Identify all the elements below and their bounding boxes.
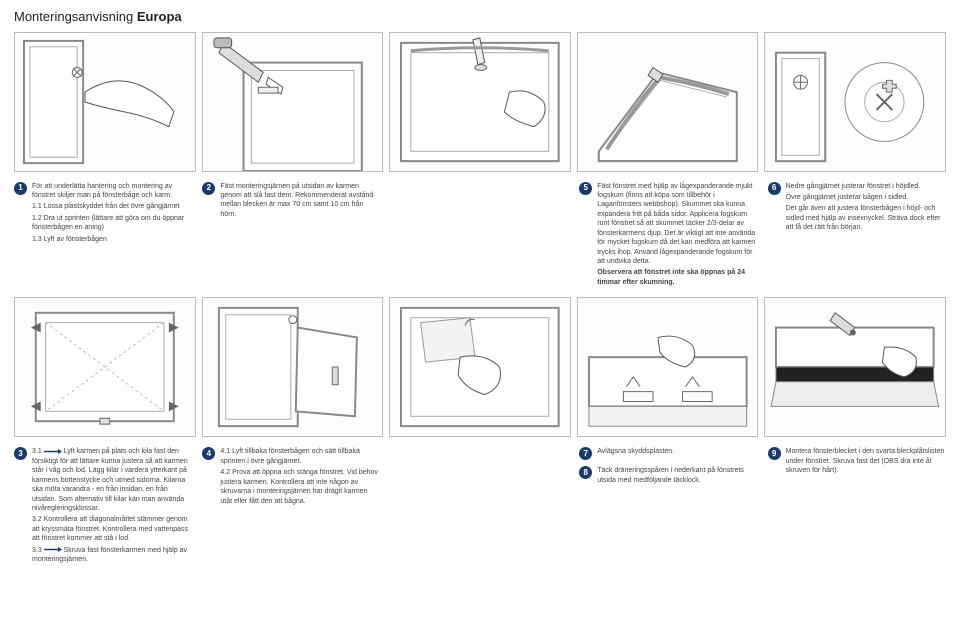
text-row-2: 3 3.1 Lyft karmen på plats och kila fast…	[0, 443, 960, 574]
badge-2: 2	[202, 182, 215, 195]
s6-l1: Övre gångjärnet justerar bågen i sidled.	[786, 193, 946, 202]
badge-3: 3	[14, 447, 27, 460]
step-9: 9 Montera fönsterblecket i den svarta bl…	[768, 447, 946, 477]
s2-l0: Fäst monteringsjärnen på utsidan av karm…	[220, 182, 380, 220]
s5-l0: Fäst fönstret med hjälp av lågexpanderan…	[597, 182, 757, 267]
s1-l1: 1.1 Lossa plastskyddet från det övre gån…	[32, 202, 192, 211]
step-7: 7 Avlägsna skyddsplasten.	[579, 447, 674, 460]
step-3-text: 3.1 Lyft karmen på plats och kila fast d…	[32, 447, 192, 566]
step-3: 3 3.1 Lyft karmen på plats och kila fast…	[14, 447, 192, 566]
s8-l0: Täck dräneringsspåren i nederkant på fön…	[597, 466, 757, 485]
step-4: 4 4.1 Lyft tillbaka fönsterbågen och sät…	[202, 447, 380, 508]
step-8-text: Täck dräneringsspåren i nederkant på fön…	[597, 466, 757, 487]
illus-1	[14, 32, 196, 172]
s1-l2: 1.2 Dra ut sprinten (lättare att göra om…	[32, 214, 192, 233]
s6-l0: Nedre gångjärnet justerar fönstret i höj…	[786, 182, 946, 191]
illus-4	[202, 297, 384, 437]
s5-obs: Observera att fönstret inte ska öppnas p…	[597, 268, 757, 287]
s4-l1: 4.2 Prova att öppna och stänga fönstret.…	[220, 468, 380, 506]
step-5: 5 Fäst fönstret med hjälp av lågexpander…	[579, 182, 757, 290]
step-7-text: Avlägsna skyddsplasten.	[597, 447, 674, 458]
badge-6: 6	[768, 182, 781, 195]
illus-7	[389, 297, 571, 437]
step-7-8: 7 Avlägsna skyddsplasten. 8 Täck dräneri…	[579, 447, 757, 487]
step-5-text: Fäst fönstret med hjälp av lågexpanderan…	[597, 182, 757, 290]
badge-5: 5	[579, 182, 592, 195]
s1-l3: 1.3 Lyft av fönsterbågen	[32, 235, 192, 244]
badge-7: 7	[579, 447, 592, 460]
step-1-text: För att underlätta hantering och monteri…	[32, 182, 192, 247]
badge-8: 8	[579, 466, 592, 479]
badge-4: 4	[202, 447, 215, 460]
illustration-row-2	[0, 297, 960, 443]
s7-l0: Avlägsna skyddsplasten.	[597, 447, 674, 456]
step-6-text: Nedre gångjärnet justerar fönstret i höj…	[786, 182, 946, 235]
step-1: 1 För att underlätta hantering och monte…	[14, 182, 192, 247]
s3-a1-text: Lyft karmen på plats och kila fast den f…	[32, 448, 188, 512]
title-bold: Europa	[137, 9, 182, 24]
page-title: Monteringsanvisning Europa	[0, 0, 960, 32]
badge-1: 1	[14, 182, 27, 195]
step-2: 2 Fäst monteringsjärnen på utsidan av ka…	[202, 182, 380, 222]
badge-9: 9	[768, 447, 781, 460]
s3-a1-prefix: 3.1	[32, 448, 42, 455]
s6-l2: Det går även att justera fönsterbågen i …	[786, 204, 946, 232]
s3-a2-prefix: 3.3	[32, 547, 42, 554]
text-row-1: 1 För att underlätta hantering och monte…	[0, 178, 960, 298]
illustration-row-1	[0, 32, 960, 178]
step-4-text: 4.1 Lyft tillbaka fönsterbågen och sätt …	[220, 447, 380, 508]
s1-l0: För att underlätta hantering och monteri…	[32, 182, 192, 201]
s9-l0: Montera fönsterblecket i den svarta blec…	[786, 447, 946, 475]
step-6: 6 Nedre gångjärnet justerar fönstret i h…	[768, 182, 946, 235]
illus-6	[764, 32, 946, 172]
s3-a1: 3.1 Lyft karmen på plats och kila fast d…	[32, 447, 192, 513]
step-8: 8 Täck dräneringsspåren i nederkant på f…	[579, 466, 757, 487]
s3-a2: 3.3 Skruva fast fönsterkarmen med hjälp …	[32, 546, 192, 565]
illus-8	[577, 297, 759, 437]
illus-5b	[577, 32, 759, 172]
illus-5a	[389, 32, 571, 172]
illus-3	[14, 297, 196, 437]
illus-2	[202, 32, 384, 172]
s3-l0: 3.2 Kontrollera att diagonalmåttet stämm…	[32, 515, 192, 543]
step-2-text: Fäst monteringsjärnen på utsidan av karm…	[220, 182, 380, 222]
title-plain: Monteringsanvisning	[14, 9, 137, 24]
step-9-text: Montera fönsterblecket i den svarta blec…	[786, 447, 946, 477]
s4-l0: 4.1 Lyft tillbaka fönsterbågen och sätt …	[220, 447, 380, 466]
illus-9	[764, 297, 946, 437]
